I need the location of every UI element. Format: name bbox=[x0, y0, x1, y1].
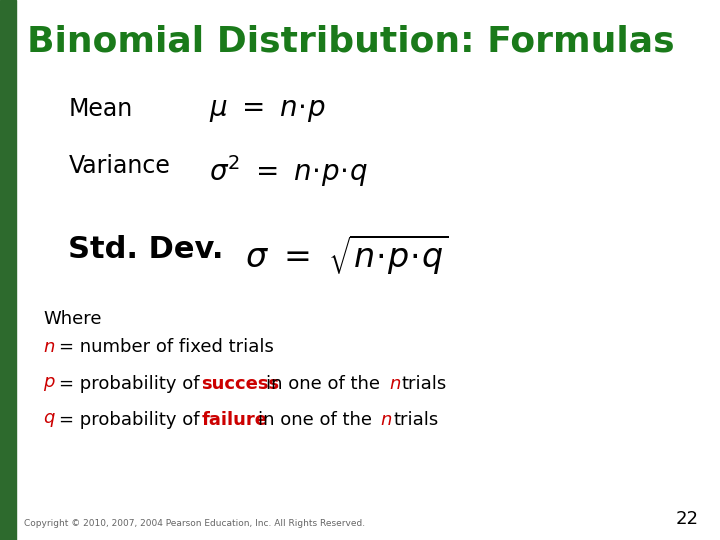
Text: failure: failure bbox=[202, 411, 268, 429]
Text: Where: Where bbox=[43, 310, 102, 328]
Text: trials: trials bbox=[393, 411, 438, 429]
Text: $\sigma^{2}\ =\ n\!\cdot\! p\!\cdot\! q$: $\sigma^{2}\ =\ n\!\cdot\! p\!\cdot\! q$ bbox=[209, 153, 368, 188]
Text: Binomial Distribution: Formulas: Binomial Distribution: Formulas bbox=[27, 24, 675, 58]
Bar bbox=[0, 0, 16, 540]
Text: in one of the: in one of the bbox=[258, 411, 372, 429]
Text: $\sigma\ =\ \sqrt{n\!\cdot\! p\!\cdot\! q}$: $\sigma\ =\ \sqrt{n\!\cdot\! p\!\cdot\! … bbox=[245, 233, 449, 278]
Text: Variance: Variance bbox=[68, 154, 170, 178]
Text: Copyright © 2010, 2007, 2004 Pearson Education, Inc. All Rights Reserved.: Copyright © 2010, 2007, 2004 Pearson Edu… bbox=[24, 519, 365, 528]
Text: $n$: $n$ bbox=[43, 338, 55, 355]
Text: success: success bbox=[202, 375, 280, 393]
Text: $n$: $n$ bbox=[380, 411, 392, 429]
Text: = probability of: = probability of bbox=[59, 411, 199, 429]
Text: in one of the: in one of the bbox=[266, 375, 380, 393]
Text: Std. Dev.: Std. Dev. bbox=[68, 235, 224, 264]
Text: Mean: Mean bbox=[68, 97, 132, 121]
Text: $p$: $p$ bbox=[43, 375, 56, 393]
Text: = number of fixed trials: = number of fixed trials bbox=[59, 338, 274, 355]
Text: $\mu\ =\ n\!\cdot\! p$: $\mu\ =\ n\!\cdot\! p$ bbox=[209, 96, 325, 124]
Text: trials: trials bbox=[402, 375, 447, 393]
Text: = probability of: = probability of bbox=[59, 375, 199, 393]
Text: $q$: $q$ bbox=[43, 411, 56, 429]
Text: $n$: $n$ bbox=[389, 375, 401, 393]
Text: 22: 22 bbox=[675, 510, 698, 528]
